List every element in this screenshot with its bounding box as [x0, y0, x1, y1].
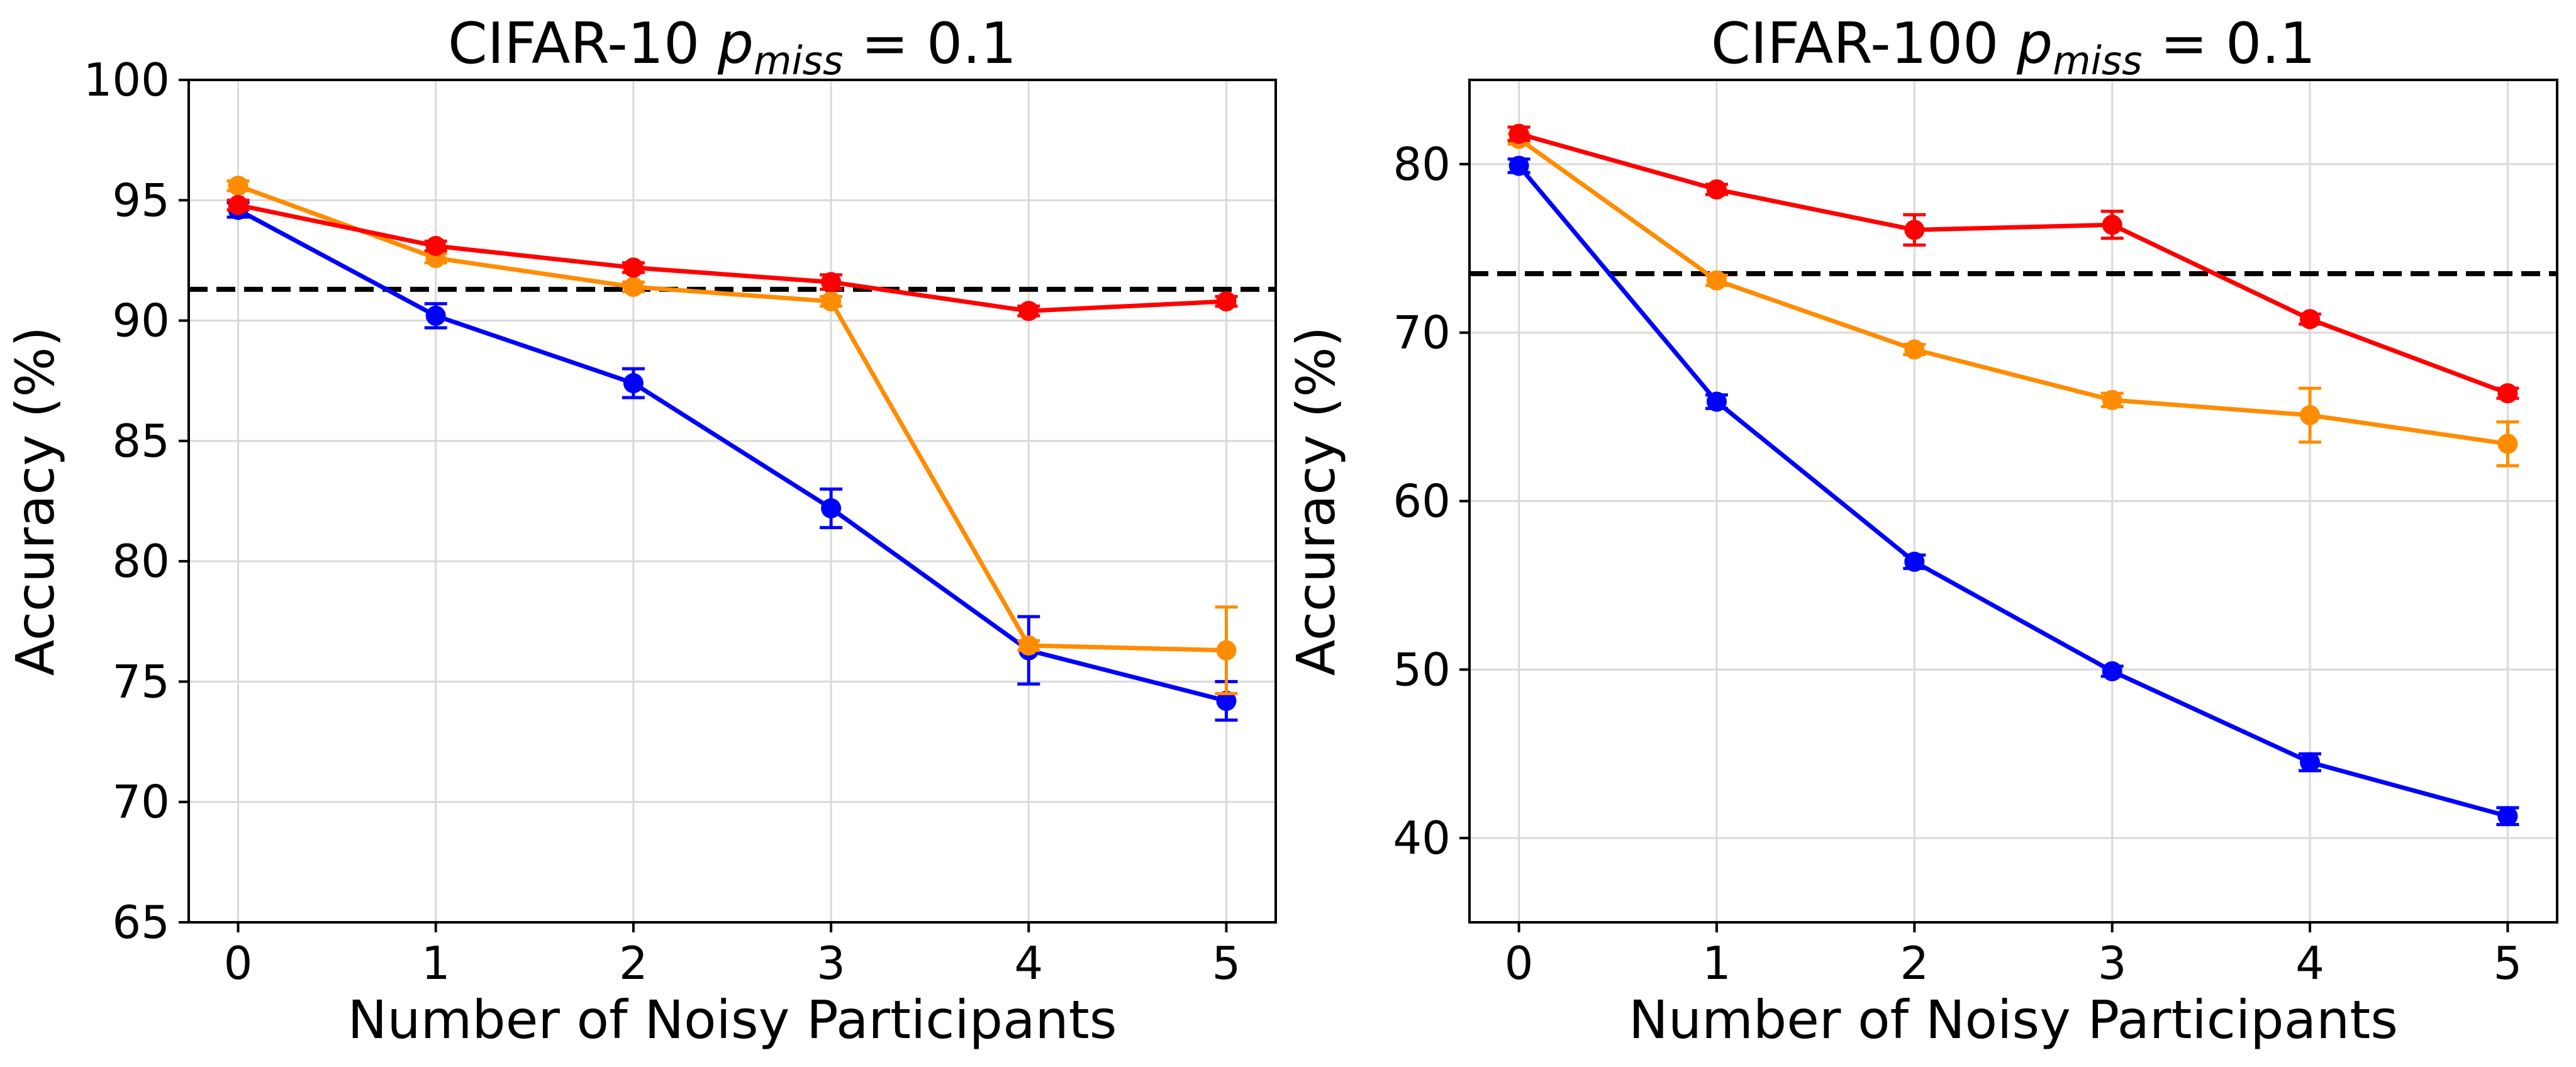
y-tick-label: 50 — [1393, 643, 1451, 696]
data-point-blue — [623, 373, 644, 394]
chart-title: CIFAR-10 pmiss = 0.1 — [448, 11, 1017, 84]
x-tick-label: 5 — [1212, 937, 1241, 990]
series-line-blue — [237, 208, 1227, 703]
x-tick-label: 3 — [2098, 937, 2127, 990]
data-point-blue — [2300, 752, 2321, 773]
data-point-orange — [623, 277, 644, 298]
data-point-blue — [821, 498, 842, 518]
data-point-orange — [1018, 635, 1039, 656]
data-point-red — [1216, 291, 1237, 311]
data-point-orange — [2300, 405, 2321, 425]
data-point-red — [2300, 309, 2321, 330]
data-point-orange — [228, 176, 248, 196]
y-tick-label: 60 — [1393, 475, 1451, 528]
data-point-red — [821, 272, 842, 293]
x-tick-label: 1 — [421, 937, 450, 990]
x-tick-label: 2 — [1900, 937, 1929, 990]
x-axis-label: Number of Noisy Participants — [348, 989, 1117, 1051]
x-tick-label: 4 — [2295, 937, 2324, 990]
data-point-blue — [425, 305, 446, 326]
data-point-blue — [1904, 551, 1925, 572]
y-tick-label: 75 — [112, 655, 170, 708]
y-tick-label: 90 — [112, 294, 170, 347]
data-point-red — [1018, 301, 1039, 321]
data-point-blue — [1706, 391, 1727, 412]
y-tick-label: 85 — [112, 415, 170, 467]
y-tick-label: 40 — [1393, 812, 1451, 864]
y-tick-label: 80 — [1393, 138, 1451, 191]
chart-panel-2: 0 1 2 3 4 5 40 50 60 70 80 Number of Noisy Particip… — [1285, 11, 2558, 1051]
x-tick-label: 3 — [817, 937, 845, 990]
data-point-orange — [2102, 389, 2122, 410]
data-point-orange — [1216, 640, 1237, 661]
series-line-red — [237, 203, 1227, 313]
y-axis-label: Accuracy (%) — [1285, 327, 1347, 676]
data-point-blue — [2497, 806, 2518, 827]
y-tick-label: 70 — [1393, 306, 1451, 359]
data-point-orange — [1904, 339, 1925, 360]
data-point-orange — [821, 291, 842, 311]
x-tick-label: 4 — [1014, 937, 1043, 990]
data-point-red — [1508, 123, 1529, 144]
x-tick-label: 0 — [224, 937, 253, 990]
y-tick-label: 100 — [84, 53, 170, 106]
data-point-orange — [2497, 433, 2518, 454]
data-point-red — [425, 235, 446, 256]
x-axis-label: Number of Noisy Participants — [1629, 989, 2398, 1051]
y-tick-label: 95 — [112, 174, 170, 226]
chart-panel-1: 0 1 2 3 4 5 65 70 75 80 85 90 95 100 Number of Noisy P… — [4, 11, 1277, 1051]
y-tick-label: 70 — [112, 776, 170, 829]
series-line-red — [1518, 131, 2509, 396]
data-point-red — [2497, 383, 2518, 404]
data-point-red — [623, 257, 644, 278]
x-tick-label: 1 — [1702, 937, 1731, 990]
data-point-red — [228, 194, 248, 215]
plot-frame — [187, 79, 1277, 924]
series-line-orange — [237, 184, 1227, 653]
data-point-red — [1706, 179, 1727, 200]
x-tick-label: 0 — [1505, 937, 1534, 990]
y-axis-label: Accuracy (%) — [4, 327, 66, 676]
data-point-orange — [1706, 270, 1727, 291]
x-tick-label: 2 — [619, 937, 648, 990]
y-tick-label: 65 — [112, 896, 170, 949]
data-point-blue — [1508, 155, 1529, 176]
data-point-blue — [2102, 661, 2122, 681]
chart-title: CIFAR-100 pmiss = 0.1 — [1711, 11, 2316, 84]
data-point-red — [2102, 215, 2122, 235]
x-tick-label: 5 — [2494, 937, 2523, 990]
data-point-blue — [1216, 691, 1237, 712]
series-line-blue — [1517, 164, 2509, 818]
y-tick-label: 80 — [112, 535, 170, 588]
data-point-red — [1904, 220, 1925, 240]
series-line-orange — [1517, 137, 2508, 446]
